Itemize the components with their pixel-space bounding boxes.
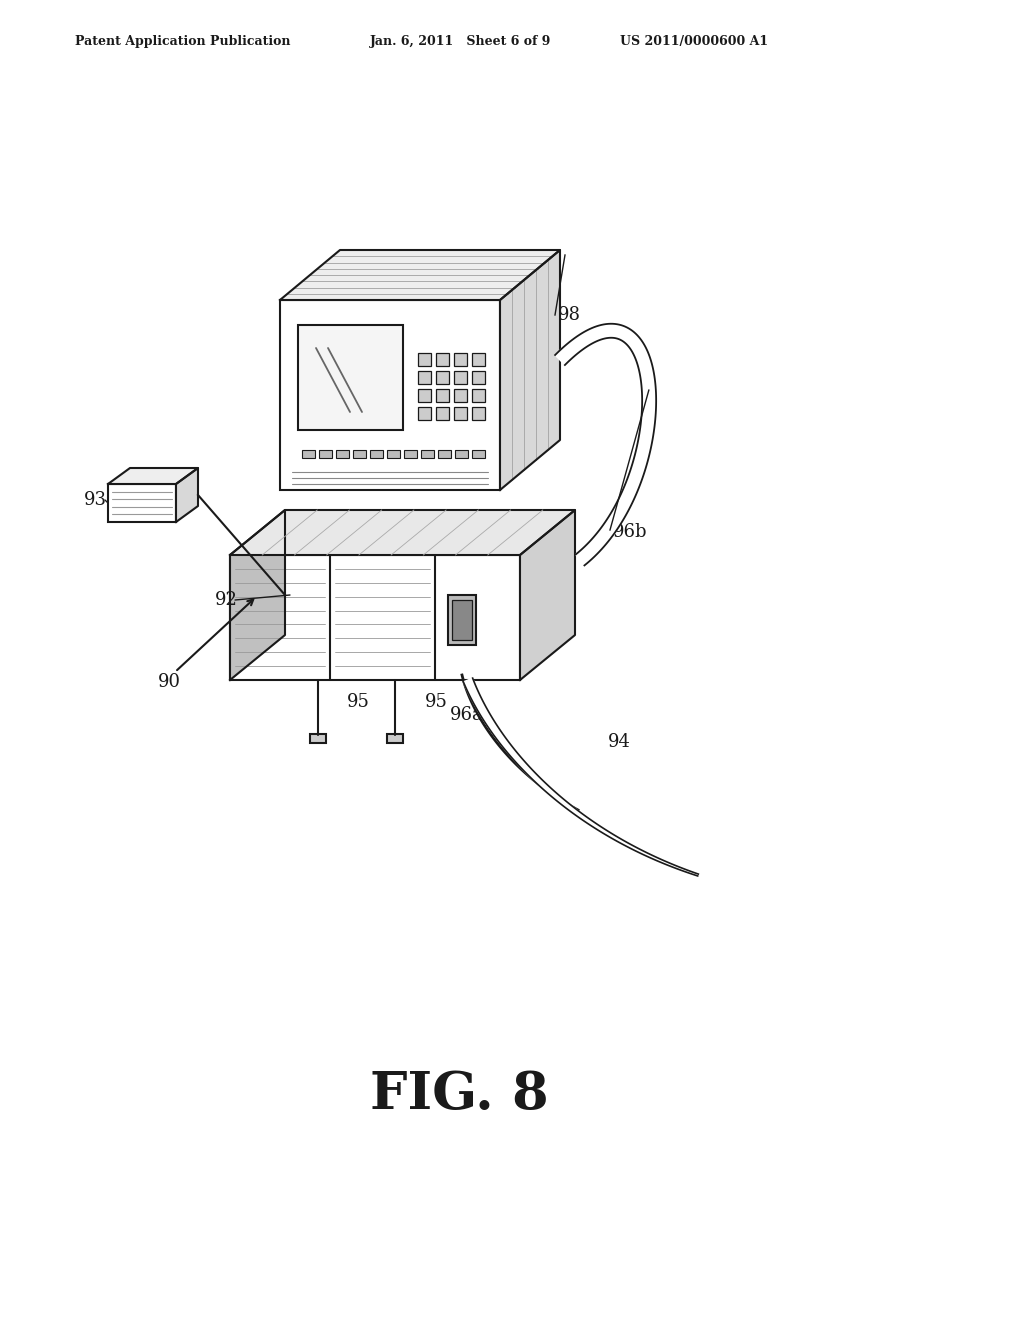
Bar	[387, 734, 403, 743]
Polygon shape	[280, 249, 560, 300]
Bar	[438, 450, 451, 458]
Bar	[472, 352, 485, 366]
Bar	[418, 407, 431, 420]
Bar	[436, 389, 449, 403]
Bar	[336, 450, 349, 458]
Text: 96b: 96b	[613, 523, 647, 541]
Polygon shape	[108, 469, 198, 484]
Polygon shape	[520, 510, 575, 680]
Bar	[353, 450, 366, 458]
Bar	[418, 389, 431, 403]
Text: Patent Application Publication: Patent Application Publication	[75, 36, 291, 48]
Bar	[387, 450, 400, 458]
Bar	[421, 450, 434, 458]
Text: 95: 95	[425, 693, 447, 711]
Bar	[449, 595, 476, 645]
Bar	[454, 389, 467, 403]
Polygon shape	[176, 469, 198, 521]
Bar	[436, 352, 449, 366]
Bar	[436, 407, 449, 420]
Bar	[298, 325, 403, 430]
Text: 92: 92	[215, 591, 238, 609]
Polygon shape	[555, 323, 656, 565]
Polygon shape	[230, 510, 285, 680]
Text: 94: 94	[608, 733, 631, 751]
Bar	[454, 352, 467, 366]
Bar	[230, 554, 520, 680]
Text: 98: 98	[558, 306, 581, 323]
Bar	[418, 352, 431, 366]
Bar	[280, 300, 500, 490]
Polygon shape	[500, 249, 560, 490]
Text: 96a: 96a	[450, 706, 483, 723]
Text: 95: 95	[347, 693, 370, 711]
Bar	[472, 450, 485, 458]
Bar	[418, 371, 431, 384]
Bar	[108, 484, 176, 521]
Bar	[472, 389, 485, 403]
Bar	[319, 450, 332, 458]
Bar	[370, 450, 383, 458]
Bar	[472, 371, 485, 384]
Bar	[452, 601, 472, 640]
Bar	[454, 407, 467, 420]
Polygon shape	[230, 510, 575, 554]
Bar	[310, 734, 326, 743]
Text: 93: 93	[84, 491, 106, 510]
Bar	[404, 450, 417, 458]
Bar	[455, 450, 468, 458]
Bar	[472, 407, 485, 420]
Text: US 2011/0000600 A1: US 2011/0000600 A1	[620, 36, 768, 48]
Text: FIG. 8: FIG. 8	[370, 1069, 549, 1119]
Bar	[454, 371, 467, 384]
Bar	[436, 371, 449, 384]
Polygon shape	[464, 678, 698, 876]
Text: 90: 90	[158, 673, 181, 690]
Text: Jan. 6, 2011   Sheet 6 of 9: Jan. 6, 2011 Sheet 6 of 9	[370, 36, 551, 48]
Bar	[302, 450, 315, 458]
